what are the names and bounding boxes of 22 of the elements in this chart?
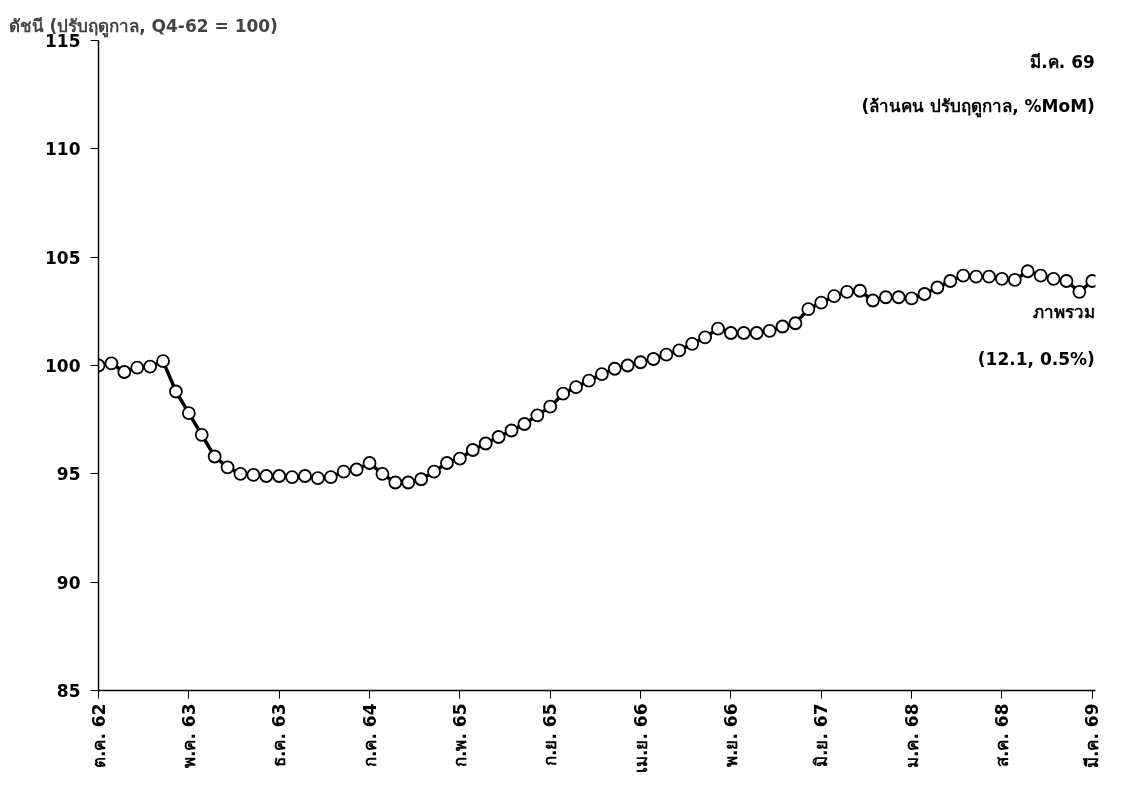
x-tick-label: พ.ค. 63 [178,703,199,768]
y-tick-label: 110 [45,139,81,160]
y-tick-label: 90 [56,572,81,593]
x-tick-label: ก.พ. 65 [449,703,470,767]
y-tick-label: 105 [45,247,81,268]
annotation: (ล้านคน ปรับฤดูกาล, %MoM) [861,95,1095,118]
y-tick-label: 95 [56,464,81,485]
x-tick-label: มี.ค. 69 [1082,703,1103,768]
x-tick-label: ต.ค. 62 [88,703,109,768]
x-tick-label: มิ.ย. 67 [811,703,832,767]
annotation: (12.1, 0.5%) [977,349,1095,369]
x-tick-label: ก.ย. 65 [540,703,561,766]
y-tick-label: 100 [45,356,81,376]
x-tick-label: พ.ย. 66 [720,703,741,767]
series-label: ภาพรวม [1032,302,1095,323]
x-tick-label: เม.ย. 66 [630,703,651,773]
x-tick-label: ก.ค. 64 [359,703,380,767]
x-tick-label: ธ.ค. 63 [269,703,290,767]
y-tick-label: 85 [56,681,81,701]
x-tick-label: ส.ค. 68 [991,703,1012,767]
annotation: มี.ค. 69 [1030,52,1095,73]
x-tick-label: ม.ค. 68 [901,703,922,768]
